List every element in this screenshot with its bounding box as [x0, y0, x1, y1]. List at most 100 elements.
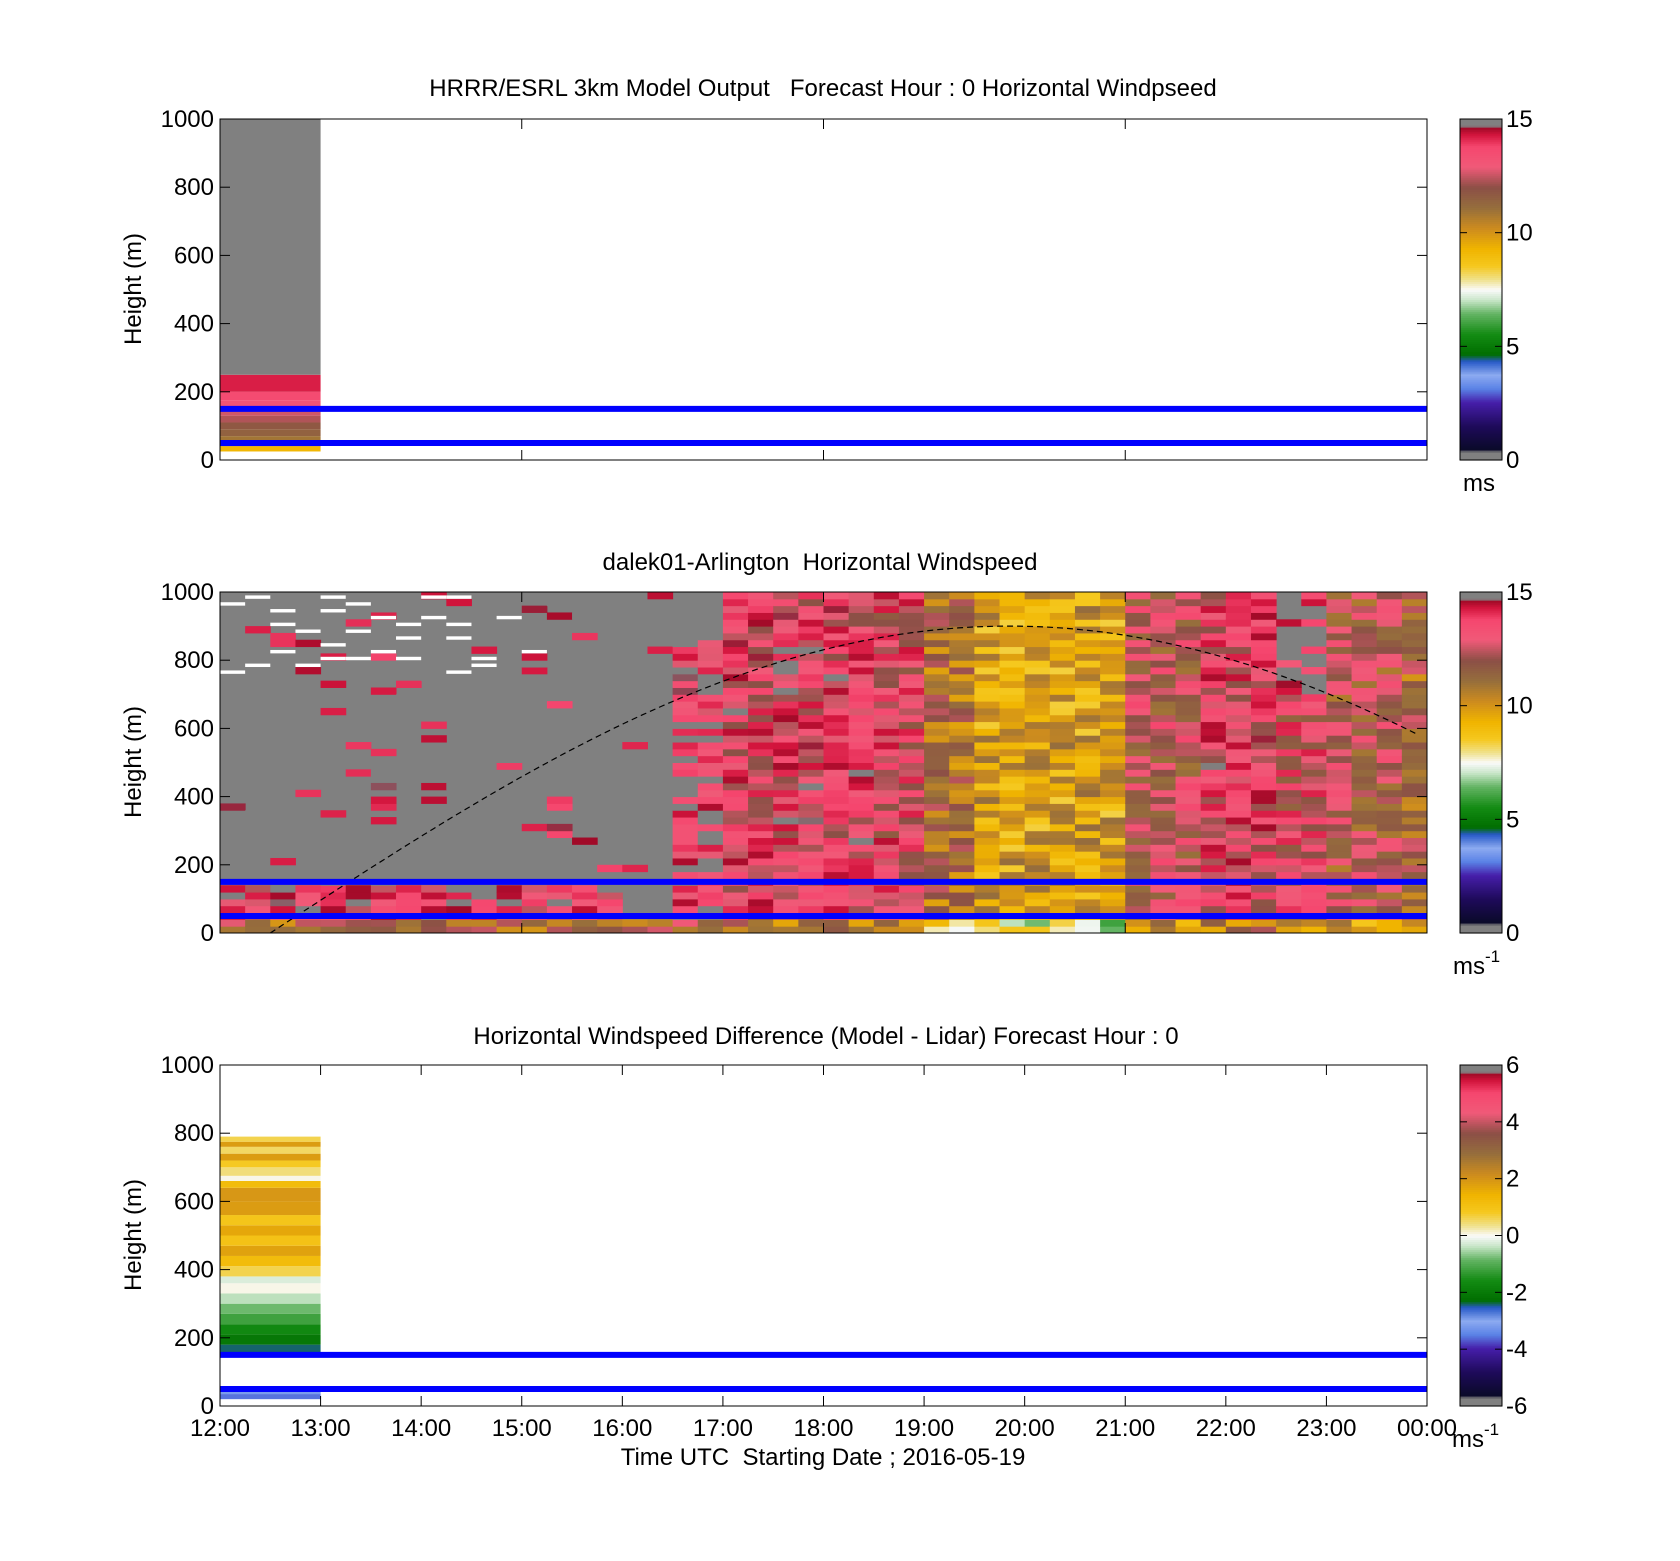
colorbar-segment — [1460, 139, 1502, 142]
colorbar-segment — [1460, 844, 1502, 848]
heatmap-cell — [1125, 892, 1151, 900]
heatmap-cell — [848, 803, 875, 811]
heatmap-cell — [773, 919, 799, 927]
heatmap-cell — [1376, 660, 1403, 668]
heatmap-cell — [1200, 857, 1227, 866]
heatmap-cell — [1301, 837, 1327, 845]
heatmap-cell — [974, 660, 1001, 668]
heatmap-cell — [1225, 605, 1252, 613]
colorbar-segment — [1460, 850, 1502, 854]
heatmap-cell — [823, 830, 850, 839]
heatmap-cell — [748, 851, 774, 859]
heatmap-cell — [320, 707, 347, 716]
heatmap-cell — [1250, 714, 1277, 723]
heatmap-cell — [898, 755, 925, 763]
heatmap-cell — [848, 707, 875, 716]
heatmap-cell — [974, 926, 1001, 933]
heatmap-cell — [1250, 823, 1277, 832]
heatmap-cell — [1401, 728, 1427, 736]
heatmap-cell — [999, 864, 1026, 873]
heatmap-cell — [1225, 885, 1252, 893]
heatmap-cell — [1175, 919, 1202, 927]
heatmap-cell — [1250, 844, 1277, 852]
y-tick-label: 600 — [174, 242, 214, 269]
colorbar-segment — [1460, 1263, 1502, 1267]
colorbar-segment — [1460, 612, 1502, 615]
heatmap-cell — [722, 598, 749, 607]
colorbar-segment — [1460, 349, 1502, 353]
heatmap-cell — [370, 905, 397, 914]
heatmap-cell — [572, 892, 598, 900]
heatmap-cell — [1125, 660, 1151, 668]
heatmap-cell — [1200, 837, 1227, 845]
heatmap-cell — [949, 864, 975, 873]
colorbar-segment — [1460, 636, 1502, 639]
colorbar-segment — [1460, 411, 1502, 415]
colorbar-segment — [1460, 291, 1502, 295]
heatmap-cell — [672, 639, 699, 648]
heatmap-cell — [1326, 619, 1353, 627]
x-tick-label: 14:00 — [391, 1415, 451, 1442]
heatmap-cell — [924, 646, 950, 654]
heatmap-cell — [1024, 619, 1051, 627]
heatmap-cell — [773, 905, 799, 914]
heatmap-cell — [949, 748, 975, 757]
heatmap-cell — [823, 660, 850, 668]
colorbar-segment — [1460, 177, 1502, 180]
heatmap-cell — [421, 810, 447, 818]
heatmap-cell — [471, 905, 498, 914]
colorbar-segment — [1460, 129, 1502, 132]
heatmap-cell — [1276, 830, 1302, 839]
colorbar-segment — [1460, 303, 1502, 307]
heatmap-cell — [1175, 735, 1202, 743]
heatmap-cell — [1276, 680, 1302, 688]
heatmap-cell — [798, 857, 824, 866]
heatmap-cell — [697, 735, 724, 743]
heatmap-cell — [1049, 646, 1076, 654]
heatmap-cell — [1276, 776, 1302, 784]
heatmap-cell — [1225, 748, 1252, 757]
heatmap-cell — [999, 748, 1026, 757]
heatmap-cell — [672, 769, 699, 777]
heatmap-cell — [1225, 898, 1252, 907]
heatmap-cell — [1401, 851, 1427, 859]
heatmap-cell — [823, 803, 850, 811]
heatmap-cell — [1326, 701, 1353, 709]
heatmap-cell — [471, 919, 498, 927]
heatmap-cell — [220, 803, 246, 811]
heatmap-cell — [1074, 776, 1101, 784]
heatmap-cell — [1301, 830, 1327, 839]
heatmap-cell — [924, 721, 950, 729]
heatmap-cell — [1225, 817, 1252, 825]
colorbar-segment — [1460, 1131, 1502, 1134]
colorbar-segment — [1460, 872, 1502, 876]
heatmap-cell — [999, 810, 1026, 818]
heatmap-cell — [1401, 871, 1427, 879]
heatmap-cell — [1100, 694, 1126, 702]
heatmap-cell — [823, 701, 850, 709]
heatmap-cell — [1074, 769, 1101, 777]
heatmap-cell — [848, 919, 875, 927]
heatmap-cell — [1225, 714, 1252, 723]
heatmap-cell — [320, 885, 347, 893]
heatmap-cell — [1225, 687, 1252, 695]
heatmap-cell — [496, 885, 523, 893]
heatmap-cell — [672, 796, 699, 804]
colorbar-segment — [1460, 834, 1502, 838]
colorbar-segment — [1460, 1247, 1502, 1251]
colorbar-segment — [1460, 922, 1502, 926]
heatmap-cell — [1326, 714, 1353, 723]
heatmap-cell — [823, 789, 850, 798]
colorbar-segment — [1460, 1195, 1502, 1198]
heatmap-cell — [270, 892, 296, 900]
heatmap-cell — [1049, 926, 1076, 933]
colorbar-segment — [1460, 786, 1502, 790]
colorbar-segment — [1460, 686, 1502, 689]
heatmap-cell — [748, 673, 774, 682]
heatmap-cell — [873, 789, 900, 798]
y-tick-label: 200 — [174, 852, 214, 879]
heatmap-cell — [270, 667, 296, 675]
heatmap-cell — [1074, 837, 1101, 845]
heatmap-cell — [949, 857, 975, 866]
